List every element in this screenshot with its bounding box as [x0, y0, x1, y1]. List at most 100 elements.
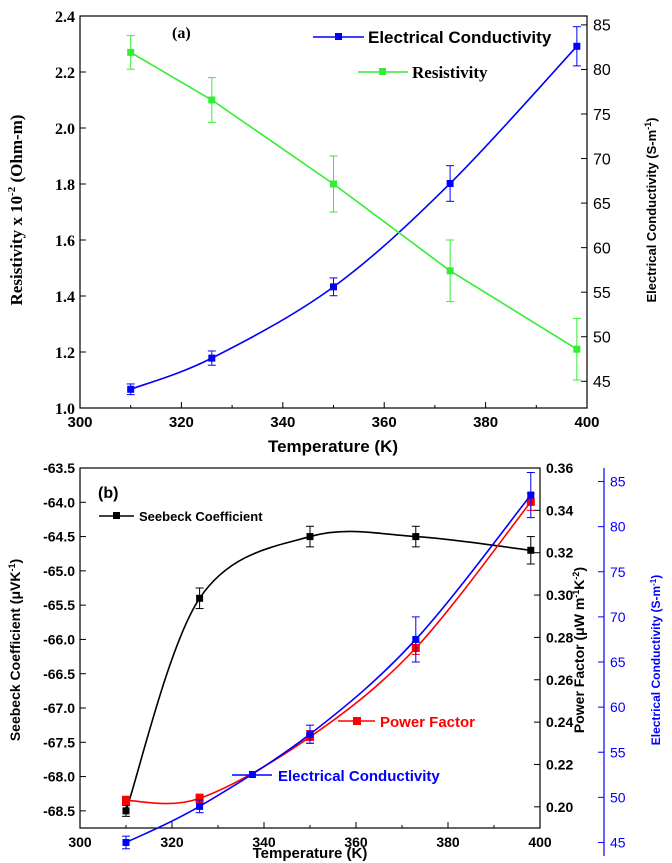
- panel-b-series-0-point: [306, 533, 314, 541]
- panel-a-left-tick-label: 1.2: [55, 345, 75, 362]
- panel-a-right-tick-label: 55: [593, 285, 611, 302]
- panel-b-right2-tick-label: 85: [610, 474, 626, 490]
- panel-a-left-ticks: 1.0 1.2 1.4 1.6 1.8 2.0 2.2 2.4: [55, 9, 86, 418]
- panel-b-left-tick-label: -67.5: [43, 734, 75, 750]
- panel-a-series-0-line: [130, 45, 578, 391]
- panel-a-right-tick-label: 70: [593, 151, 611, 168]
- legend-resistivity-label: Resistivity: [412, 63, 488, 82]
- panel-b-right1-tick-label: 0.26: [546, 672, 573, 688]
- panel-b-series-2-point: [196, 802, 204, 810]
- panel-b-legend: Seebeck Coefficient Power Factor Electri…: [99, 509, 475, 785]
- panel-a-x-tick-label: 360: [372, 414, 397, 431]
- panel-a-legend: Electrical Conductivity Resistivity: [313, 28, 552, 82]
- panel-b-left-tick-label: -66.5: [43, 666, 75, 682]
- panel-a-x-axis-title: Temperature (K): [268, 437, 398, 456]
- panel-a-left-tick-label: 1.0: [55, 401, 75, 418]
- panel-b-left-tick-label: -63.5: [43, 460, 75, 476]
- panel-a-left-tick-label: 2.0: [55, 121, 75, 138]
- panel-a-series-1-point: [330, 180, 337, 188]
- panel-a-right-ticks: 45 50 55 60 65 70 75 80 85: [581, 18, 611, 391]
- panel-b-left-tick-label: -64.0: [43, 494, 75, 510]
- panel-a-series-1-line: [130, 51, 578, 350]
- panel-b-series-0-point: [412, 533, 420, 541]
- panel-a-right-tick-label: 80: [593, 62, 611, 79]
- panel-b-left-axis-title: Seebeck Coefficient (μVK-1): [7, 559, 23, 741]
- panel-a-x-tick-label: 300: [67, 414, 92, 431]
- panel-b-label: (b): [98, 485, 118, 502]
- legend-conductivity-marker: [335, 33, 342, 40]
- panel-b-x-ticks: 300 320 340 360 380 400: [68, 822, 552, 850]
- panel-b-series-0-line: [125, 530, 531, 812]
- panel-b-right2-tick-label: 60: [610, 699, 626, 715]
- panel-b-right2-tick-label: 70: [610, 609, 626, 625]
- panel-b-right2-tick-label: 75: [610, 564, 626, 580]
- panel-b-x-tick-label: 340: [252, 834, 276, 850]
- panel-a-series-1-point: [446, 267, 454, 275]
- panel-a-right-tick-label: 60: [593, 240, 611, 257]
- panel-b-right2-tick-label: 80: [610, 519, 626, 535]
- panel-a-series-0-point: [127, 385, 135, 393]
- panel-b-series-2-point: [122, 838, 130, 846]
- panel-b-right1-tick-label: 0.20: [546, 799, 573, 815]
- panel-a-x-tick-label: 400: [574, 414, 599, 431]
- panel-b-right1-axis-title: Power Factor (μW m-1K-2): [571, 567, 587, 733]
- panel-b-series-2-point: [306, 730, 314, 738]
- panel-a-right-axis-title: Electrical Conductivity (S-m-1): [643, 117, 659, 302]
- panel-a-right-tick-label: 50: [593, 329, 611, 346]
- legend-conductivity-b-marker: [249, 771, 256, 778]
- panel-a-right-tick-label: 85: [593, 18, 611, 35]
- panel-b-right2-ticks: 45 50 55 60 65 70 75 80 85: [598, 474, 626, 851]
- panel-a-left-axis-title: Resistivity x 10-2 (Ohm-m): [6, 115, 26, 306]
- panel-a-series-1-point: [208, 96, 216, 104]
- panel-a-x-tick-label: 340: [270, 414, 295, 431]
- panel-b-left-tick-label: -68.5: [43, 803, 75, 819]
- panel-a-x-tick-label: 320: [169, 414, 194, 431]
- legend-conductivity-b-label: Electrical Conductivity: [278, 768, 440, 785]
- panel-b-series-1-line: [125, 501, 532, 805]
- legend-power-factor-label: Power Factor: [380, 714, 475, 731]
- panel-a-series-0-point: [573, 42, 581, 50]
- panel-b-left-tick-label: -68.0: [43, 769, 75, 785]
- panel-b-x-tick-label: 380: [436, 834, 460, 850]
- panel-b-series-2-point: [412, 635, 420, 643]
- legend-resistivity-marker: [379, 68, 386, 75]
- panel-b-right1-tick-label: 0.28: [546, 629, 573, 645]
- panel-b-right1-tick-label: 0.32: [546, 545, 573, 561]
- panel-a-right-tick-label: 65: [593, 196, 611, 213]
- panel-b-left-tick-label: -66.0: [43, 631, 75, 647]
- panel-b-right1-tick-label: 0.22: [546, 757, 573, 773]
- panel-b-right2-tick-label: 65: [610, 654, 626, 670]
- panel-b-right1-ticks: 0.20 0.22 0.24 0.26 0.28 0.30 0.32 0.34 0.36: [534, 460, 573, 815]
- panel-b-series-0-point: [122, 807, 130, 815]
- panel-a-series-0-point: [446, 179, 454, 187]
- panel-b-x-tick-label: 300: [68, 834, 92, 850]
- panel-b-right2-tick-label: 55: [610, 744, 626, 760]
- panel-b-right1-tick-label: 0.30: [546, 587, 573, 603]
- panel-a-left-tick-label: 1.8: [55, 177, 75, 194]
- panel-b-right1-tick-label: 0.36: [546, 460, 573, 476]
- panel-a-series: [126, 26, 581, 396]
- legend-power-factor-marker: [353, 717, 361, 725]
- panel-a-label: (a): [172, 25, 191, 42]
- panel-b-x-tick-label: 320: [160, 834, 184, 850]
- panel-a-x-tick-label: 380: [473, 414, 498, 431]
- panel-a-series-0-point: [330, 283, 337, 291]
- panel-b-series-0-point: [196, 594, 204, 602]
- panel-b-left-tick-label: -65.0: [43, 563, 75, 579]
- panel-b-series-2-line: [125, 494, 532, 844]
- legend-seebeck-label: Seebeck Coefficient: [139, 509, 263, 524]
- panel-b-series-0-point: [527, 546, 535, 554]
- panel-b-x-axis-title: Temperature (K): [253, 845, 368, 862]
- panel-a-left-tick-label: 1.6: [55, 233, 75, 250]
- legend-conductivity-label: Electrical Conductivity: [368, 28, 552, 47]
- panel-b-x-tick-label: 360: [344, 834, 368, 850]
- panel-a-left-tick-label: 2.4: [55, 9, 75, 26]
- panel-a-series-1-point: [127, 48, 135, 56]
- panel-b-right2-tick-label: 50: [610, 789, 626, 805]
- panel-a-x-ticks: 300 320 340 360 380 400: [67, 402, 600, 431]
- panel-b-x-tick-label: 400: [528, 834, 552, 850]
- panel-b-series: [122, 472, 535, 850]
- panel-b-series-1-point: [195, 794, 204, 803]
- panel-a-left-tick-label: 2.2: [55, 65, 75, 82]
